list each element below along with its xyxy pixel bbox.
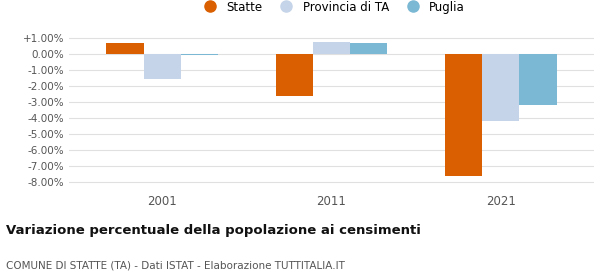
- Bar: [520, 54, 557, 105]
- Text: Variazione percentuale della popolazione ai censimenti: Variazione percentuale della popolazione…: [6, 224, 421, 237]
- Bar: [106, 43, 143, 54]
- Bar: [275, 54, 313, 96]
- Bar: [350, 43, 388, 54]
- Bar: [445, 54, 482, 176]
- Bar: [313, 42, 350, 54]
- Bar: [181, 54, 218, 55]
- Bar: [482, 54, 520, 121]
- Legend: Statte, Provincia di TA, Puglia: Statte, Provincia di TA, Puglia: [196, 0, 467, 16]
- Text: COMUNE DI STATTE (TA) - Dati ISTAT - Elaborazione TUTTITALIA.IT: COMUNE DI STATTE (TA) - Dati ISTAT - Ela…: [6, 260, 345, 270]
- Bar: [143, 54, 181, 80]
